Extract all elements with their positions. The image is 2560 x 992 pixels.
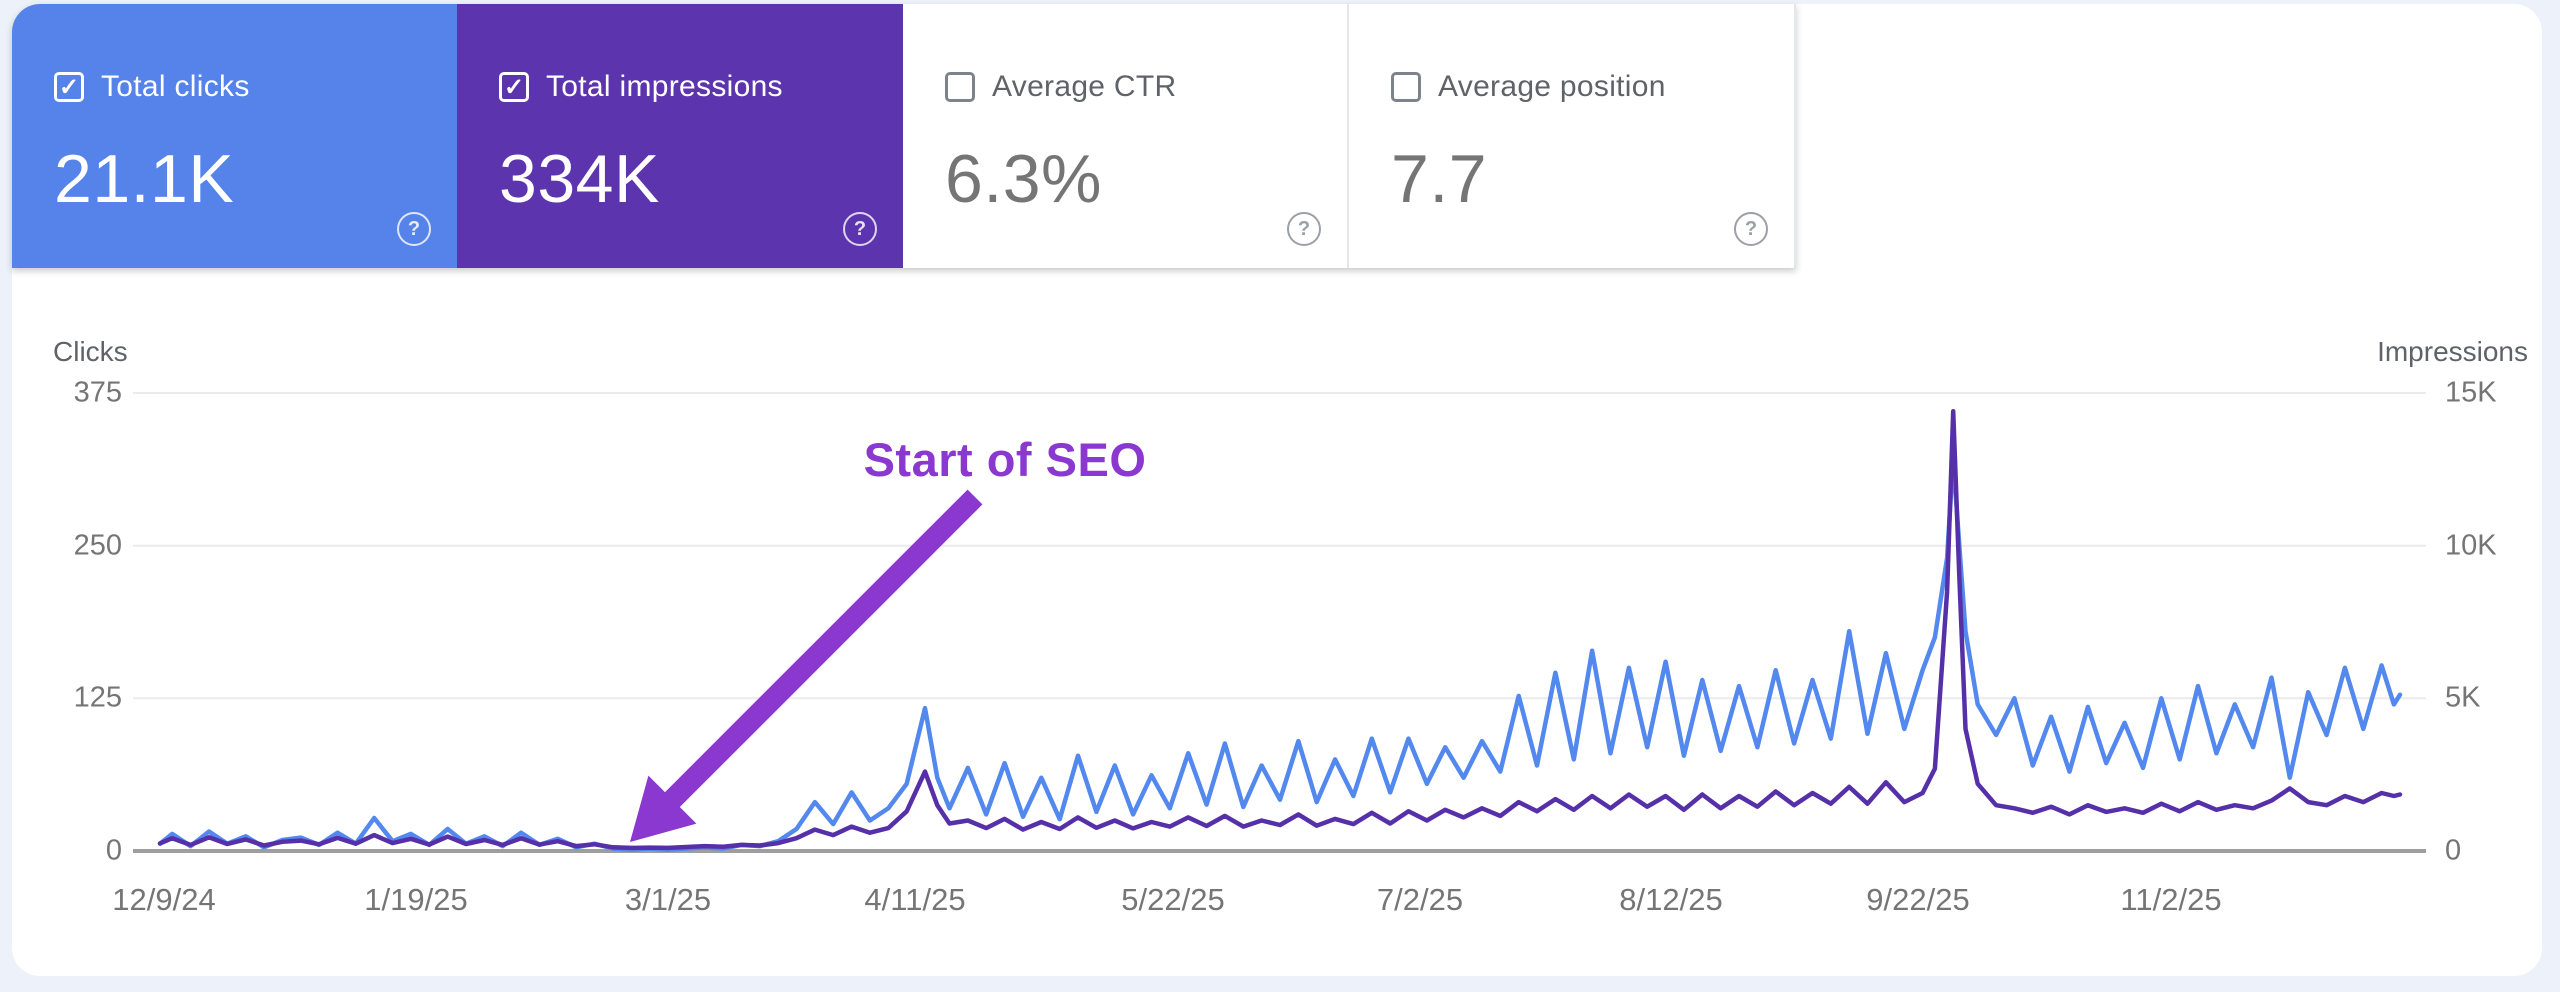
x-tick-date: 12/9/24	[112, 882, 216, 917]
series-lines	[157, 409, 2403, 853]
help-icon[interactable]: ?	[1734, 212, 1768, 246]
metric-value: 6.3%	[945, 141, 1102, 217]
x-tick-date: 1/19/25	[364, 882, 468, 917]
y-tick-right: 10K	[2445, 529, 2497, 562]
x-tick-date: 9/22/25	[1866, 882, 1970, 917]
checkbox-average-position[interactable]	[1391, 72, 1421, 102]
x-tick-date: 3/1/25	[624, 882, 712, 917]
metric-value: 21.1K	[54, 141, 235, 217]
metric-card-header: ✓ Total impressions	[499, 70, 903, 104]
metric-card-total-clicks[interactable]: ✓ Total clicks 21.1K ?	[12, 4, 457, 268]
x-tick-date: 7/2/25	[1376, 882, 1464, 917]
metric-value: 334K	[499, 141, 660, 217]
metric-cards-row: ✓ Total clicks 21.1K ? ✓ Total impressio…	[12, 4, 1796, 268]
metric-card-header: Average position	[1391, 70, 1794, 104]
metric-label: Total impressions	[546, 70, 783, 103]
x-tick-date: 5/22/25	[1121, 882, 1225, 917]
performance-chart[interactable]	[12, 4, 2542, 976]
metric-card-average-position[interactable]: Average position 7.7 ?	[1347, 4, 1796, 268]
x-tick-date: 11/2/25	[2120, 882, 2222, 917]
y-tick-left: 375	[73, 376, 122, 409]
metric-label: Average position	[1438, 70, 1666, 103]
annotation-arrow	[630, 489, 983, 842]
y-tick-right: 5K	[2445, 681, 2481, 714]
metric-value: 7.7	[1391, 141, 1488, 217]
y-tick-right: 0	[2445, 834, 2462, 867]
y-tick-left: 0	[105, 834, 122, 867]
y-tick-left: 250	[73, 529, 122, 562]
checkbox-average-ctr[interactable]	[945, 72, 975, 102]
metric-card-average-ctr[interactable]: Average CTR 6.3% ?	[903, 4, 1347, 268]
gridlines	[133, 392, 2426, 853]
metric-card-header: ✓ Total clicks	[54, 70, 457, 104]
metric-card-total-impressions[interactable]: ✓ Total impressions 334K ?	[457, 4, 903, 268]
help-icon[interactable]: ?	[1287, 212, 1321, 246]
x-tick-date: 4/11/25	[864, 882, 966, 917]
y-tick-right: 15K	[2445, 376, 2497, 409]
x-tick-date: 8/12/25	[1619, 882, 1723, 917]
checkbox-total-clicks[interactable]: ✓	[54, 72, 84, 102]
left-axis-title: Clicks	[53, 336, 128, 367]
performance-panel: ✓ Total clicks 21.1K ? ✓ Total impressio…	[12, 4, 2542, 976]
checkbox-total-impressions[interactable]: ✓	[499, 72, 529, 102]
y-tick-left: 125	[73, 681, 122, 714]
help-icon[interactable]: ?	[397, 212, 431, 246]
metric-label: Total clicks	[101, 70, 250, 103]
start-of-seo-annotation: Start of SEO	[863, 433, 1147, 486]
metric-card-header: Average CTR	[945, 70, 1347, 104]
right-axis-title: Impressions	[2377, 336, 2528, 367]
help-icon[interactable]: ?	[843, 212, 877, 246]
metric-label: Average CTR	[992, 70, 1177, 103]
